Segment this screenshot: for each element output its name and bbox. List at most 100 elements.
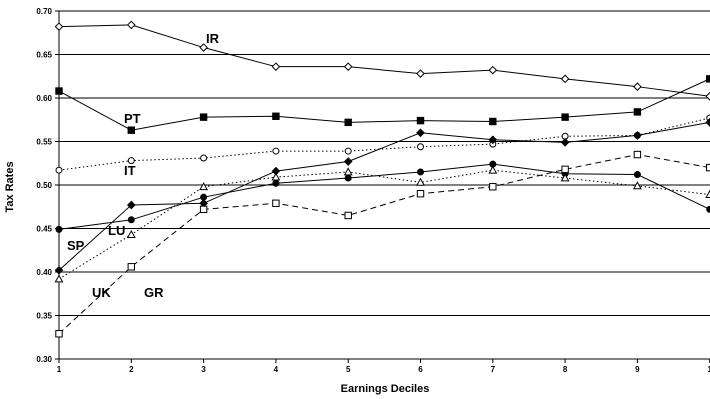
series-line-UK	[58, 169, 710, 280]
point-IR-6	[416, 69, 425, 78]
point-UK-4	[271, 172, 281, 181]
point-GR-6	[416, 190, 425, 198]
series-layer	[54, 20, 710, 338]
point-IR-8	[560, 74, 570, 84]
point-IR-2	[126, 20, 136, 30]
point-UK-7	[488, 165, 498, 174]
y-tick-label: 0.60	[36, 94, 52, 103]
point-UK-10	[705, 189, 710, 198]
series-IT	[55, 114, 710, 174]
x-tick-label: 3	[201, 365, 206, 374]
point-PT-8	[561, 113, 569, 121]
series-GR	[55, 150, 710, 338]
point-IR-9	[633, 82, 642, 91]
axes: 0.30 0.35 0.40 0.45 0.50 0.55 0.60 0.65 0.70 1 2 3 4…	[36, 7, 710, 374]
point-SP-9	[633, 171, 641, 179]
series-label-GR: GR	[144, 285, 164, 300]
point-IT-6	[417, 143, 424, 151]
point-LU-1	[54, 265, 64, 275]
point-PT-5	[344, 118, 352, 127]
point-UK-3	[199, 182, 209, 191]
x-axis-title: Earnings Deciles	[341, 383, 430, 395]
point-PT-2	[127, 126, 136, 134]
point-IT-3	[200, 154, 208, 162]
point-IR-4	[271, 62, 281, 71]
point-PT-10	[706, 75, 710, 83]
point-PT-6	[416, 116, 425, 125]
series-line-LU	[58, 121, 710, 271]
y-tick-label: 0.45	[36, 225, 52, 234]
point-SP-4	[272, 179, 280, 187]
x-tick-label: 5	[346, 365, 351, 374]
point-IT-4	[272, 147, 280, 155]
point-IT-1	[55, 166, 63, 174]
point-PT-7	[489, 117, 497, 126]
point-SP-3	[200, 193, 208, 201]
point-SP-5	[344, 174, 352, 182]
point-GR-1	[55, 330, 63, 338]
y-tick-label: 0.30	[36, 355, 52, 364]
point-IR-10	[705, 91, 710, 101]
point-IR-5	[343, 62, 353, 71]
x-tick-label: 8	[563, 365, 568, 374]
series-line-PT	[58, 78, 710, 131]
series-line-SP	[58, 163, 710, 230]
point-SP-2	[127, 216, 135, 224]
point-PT-1	[55, 87, 63, 95]
x-tick-label: 6	[418, 365, 423, 374]
series-line-IR	[58, 24, 710, 97]
point-GR-5	[344, 211, 352, 220]
point-LU-5	[343, 157, 353, 166]
x-tick-label: 7	[491, 365, 496, 374]
series-labels: IR PT IT LU SP UK GR	[67, 31, 220, 300]
series-line-IT	[58, 117, 710, 171]
point-GR-8	[561, 165, 569, 174]
x-tick-label: 2	[129, 365, 134, 374]
series-label-SP: SP	[67, 238, 85, 253]
point-LU-6	[416, 128, 425, 138]
point-IT-5	[344, 147, 352, 155]
x-tick-label: 1	[707, 365, 710, 374]
point-LU-8	[560, 138, 570, 147]
point-LU-10	[705, 118, 710, 127]
point-UK-2	[126, 229, 136, 238]
point-UK-8	[560, 173, 570, 182]
y-tick-label: 0.40	[36, 268, 52, 277]
series-label-IR: IR	[206, 31, 220, 46]
point-SP-6	[417, 168, 424, 176]
y-tick-label: 0.55	[36, 138, 52, 147]
series-LU	[54, 118, 710, 275]
point-GR-4	[272, 199, 280, 207]
point-UK-6	[416, 177, 425, 186]
y-tick-label: 0.65	[36, 51, 52, 60]
point-UK-1	[54, 274, 64, 283]
point-LU-2	[126, 200, 136, 210]
series-line-GR	[58, 154, 710, 335]
point-UK-9	[632, 181, 642, 190]
series-label-UK: UK	[92, 285, 111, 300]
y-tick-label: 0.50	[36, 181, 52, 190]
point-UK-5	[343, 167, 353, 176]
series-label-LU: LU	[108, 223, 125, 238]
series-IR	[54, 20, 710, 101]
point-IR-1	[54, 22, 64, 31]
series-label-PT: PT	[124, 111, 141, 126]
point-LU-9	[633, 131, 642, 140]
x-tick-label: 9	[635, 365, 640, 374]
y-axis-title: Tax Rates	[4, 161, 16, 212]
point-PT-9	[633, 108, 642, 116]
point-IR-7	[488, 65, 498, 75]
series-SP	[55, 160, 710, 233]
x-tick-label: 4	[274, 365, 279, 374]
y-tick-label: 0.70	[36, 7, 52, 16]
point-PT-4	[272, 112, 280, 120]
point-GR-2	[127, 263, 136, 271]
point-PT-3	[199, 113, 208, 121]
y-tick-label: 0.35	[36, 312, 52, 321]
point-GR-3	[199, 205, 208, 214]
point-SP-1	[55, 225, 63, 233]
x-tick-label: 1	[57, 365, 62, 374]
point-IR-3	[199, 43, 208, 52]
point-GR-10	[706, 163, 710, 172]
